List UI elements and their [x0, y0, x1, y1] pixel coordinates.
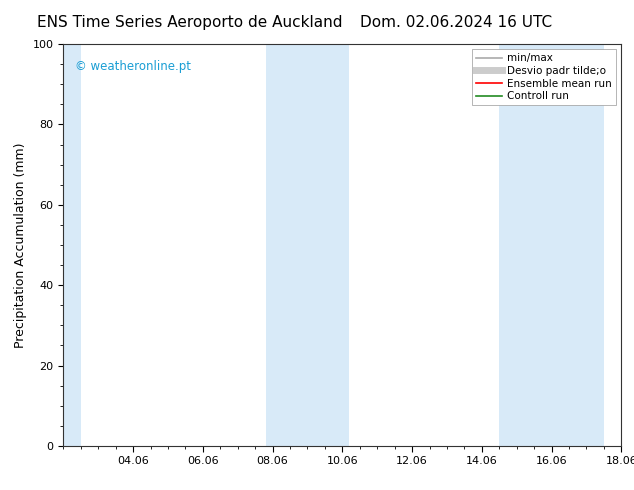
- Text: ENS Time Series Aeroporto de Auckland: ENS Time Series Aeroporto de Auckland: [37, 15, 343, 30]
- Bar: [63, 44, 81, 446]
- Text: Dom. 02.06.2024 16 UTC: Dom. 02.06.2024 16 UTC: [360, 15, 553, 30]
- Bar: [266, 44, 349, 446]
- Legend: min/max, Desvio padr tilde;o, Ensemble mean run, Controll run: min/max, Desvio padr tilde;o, Ensemble m…: [472, 49, 616, 105]
- Y-axis label: Precipitation Accumulation (mm): Precipitation Accumulation (mm): [14, 142, 27, 348]
- Text: © weatheronline.pt: © weatheronline.pt: [75, 60, 191, 73]
- Bar: [500, 44, 604, 446]
